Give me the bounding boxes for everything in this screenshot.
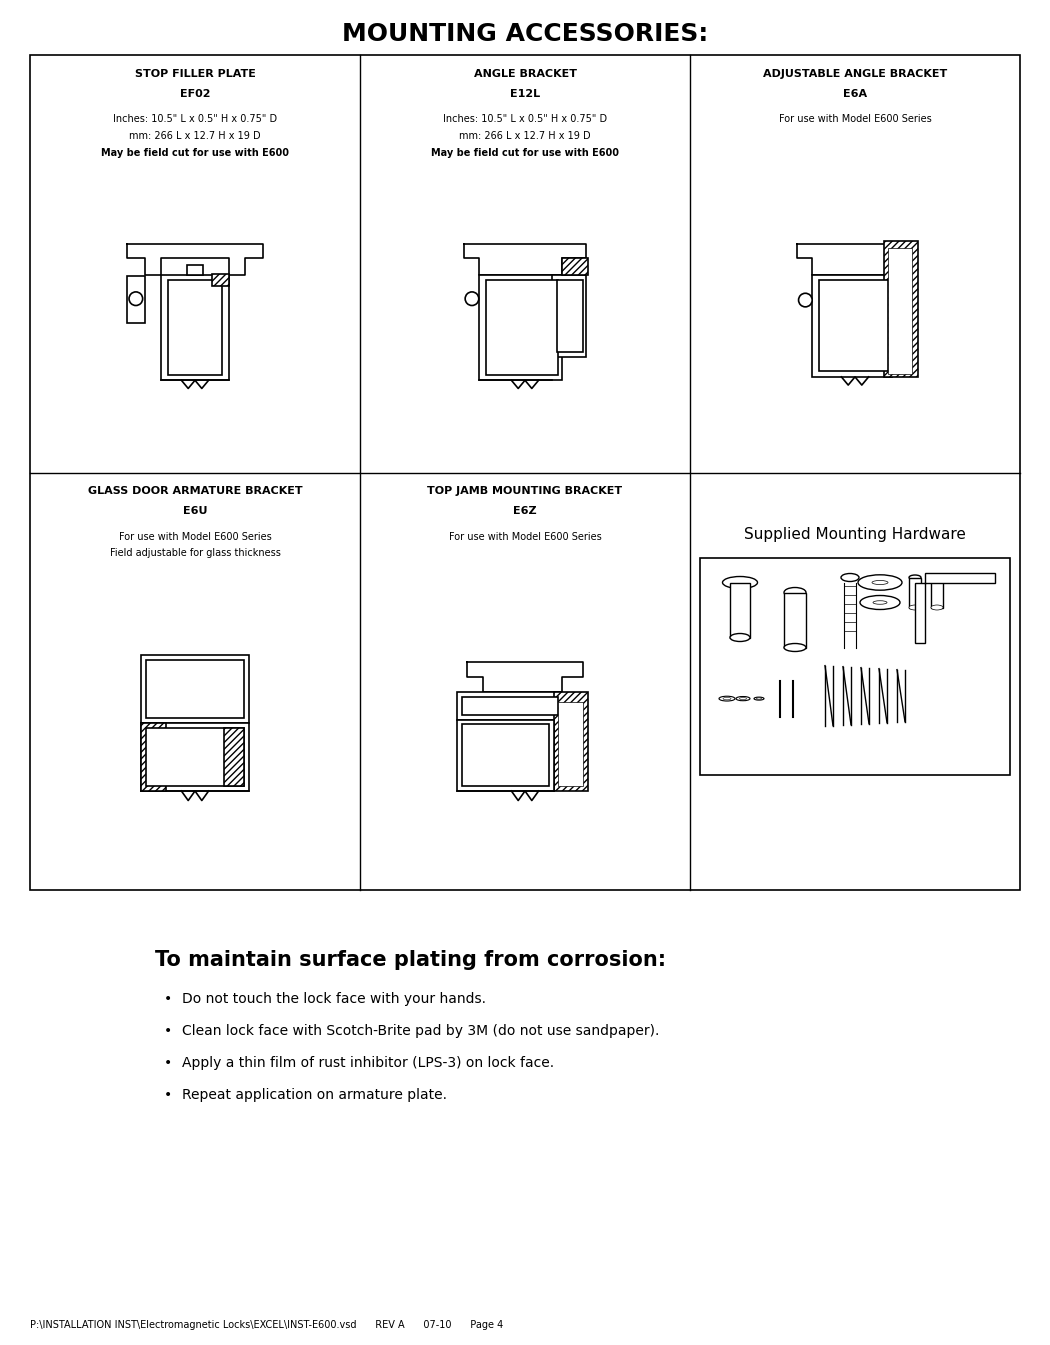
Ellipse shape — [723, 698, 731, 699]
Bar — [485, 280, 559, 375]
Bar — [462, 697, 558, 714]
Ellipse shape — [722, 577, 757, 589]
Text: TOP JAMB MOUNTING BRACKET: TOP JAMB MOUNTING BRACKET — [427, 487, 623, 496]
Bar — [187, 265, 203, 274]
Text: May be field cut for use with E600: May be field cut for use with E600 — [101, 148, 289, 157]
Bar — [559, 702, 583, 787]
Bar — [146, 660, 244, 718]
Bar — [552, 274, 586, 356]
Text: Supplied Mounting Hardware: Supplied Mounting Hardware — [744, 527, 966, 542]
Text: STOP FILLER PLATE: STOP FILLER PLATE — [134, 69, 255, 79]
Bar — [141, 724, 167, 791]
Text: To maintain surface plating from corrosion:: To maintain surface plating from corrosi… — [155, 950, 666, 970]
Bar — [812, 274, 892, 377]
Ellipse shape — [784, 588, 806, 597]
Text: Do not touch the lock face with your hands.: Do not touch the lock face with your han… — [182, 993, 486, 1006]
Bar — [784, 593, 806, 647]
Polygon shape — [915, 573, 995, 643]
Bar — [457, 720, 553, 791]
Bar — [141, 655, 250, 724]
Bar — [730, 582, 750, 638]
Ellipse shape — [909, 605, 921, 611]
Ellipse shape — [754, 697, 764, 701]
Ellipse shape — [931, 576, 943, 580]
Ellipse shape — [931, 605, 943, 611]
Text: ANGLE BRACKET: ANGLE BRACKET — [474, 69, 576, 79]
Text: MOUNTING ACCESSORIES:: MOUNTING ACCESSORIES: — [342, 22, 708, 46]
Text: For use with Model E600 Series: For use with Model E600 Series — [119, 531, 271, 542]
Bar — [457, 693, 563, 720]
Text: Inches: 10.5" L x 0.5" H x 0.75" D: Inches: 10.5" L x 0.5" H x 0.75" D — [443, 114, 607, 124]
Ellipse shape — [739, 698, 747, 699]
Bar — [168, 280, 223, 375]
Text: •: • — [164, 1056, 172, 1071]
Bar — [161, 274, 229, 381]
Ellipse shape — [873, 601, 887, 604]
Ellipse shape — [719, 697, 735, 701]
Text: E6U: E6U — [183, 507, 207, 516]
Circle shape — [465, 292, 479, 305]
Text: Inches: 10.5" L x 0.5" H x 0.75" D: Inches: 10.5" L x 0.5" H x 0.75" D — [113, 114, 277, 124]
Bar — [700, 557, 1010, 775]
Ellipse shape — [909, 576, 921, 580]
Bar — [909, 577, 921, 608]
Text: •: • — [164, 1088, 172, 1102]
Bar — [141, 724, 250, 791]
Ellipse shape — [841, 573, 859, 581]
Bar — [563, 258, 588, 274]
Ellipse shape — [784, 643, 806, 651]
Text: P:\INSTALLATION INST\Electromagnetic Locks\EXCEL\INST-E600.vsd      REV A      0: P:\INSTALLATION INST\Electromagnetic Loc… — [30, 1319, 503, 1330]
Text: •: • — [164, 1024, 172, 1038]
Circle shape — [799, 293, 812, 307]
Bar — [30, 55, 1020, 890]
Text: Repeat application on armature plate.: Repeat application on armature plate. — [182, 1088, 447, 1102]
Text: E6Z: E6Z — [513, 507, 537, 516]
Text: E12L: E12L — [510, 89, 540, 100]
Text: E6A: E6A — [843, 89, 867, 100]
Circle shape — [129, 292, 143, 305]
Ellipse shape — [730, 633, 750, 642]
Text: May be field cut for use with E600: May be field cut for use with E600 — [430, 148, 620, 157]
Ellipse shape — [860, 596, 900, 609]
Text: For use with Model E600 Series: For use with Model E600 Series — [448, 531, 602, 542]
Bar — [146, 729, 244, 785]
Bar — [931, 577, 943, 608]
Bar — [479, 274, 563, 381]
Text: GLASS DOOR ARMATURE BRACKET: GLASS DOOR ARMATURE BRACKET — [88, 487, 302, 496]
Ellipse shape — [872, 581, 888, 585]
Bar — [553, 693, 588, 791]
Text: Apply a thin film of rust inhibitor (LPS-3) on lock face.: Apply a thin film of rust inhibitor (LPS… — [182, 1056, 554, 1071]
Bar — [127, 276, 145, 323]
Text: EF02: EF02 — [180, 89, 210, 100]
Text: Clean lock face with Scotch-Brite pad by 3M (do not use sandpaper).: Clean lock face with Scotch-Brite pad by… — [182, 1024, 659, 1038]
Ellipse shape — [756, 698, 761, 699]
Bar — [462, 725, 549, 787]
Ellipse shape — [858, 574, 902, 590]
Text: •: • — [164, 993, 172, 1006]
Text: For use with Model E600 Series: For use with Model E600 Series — [779, 114, 931, 124]
Text: mm: 266 L x 12.7 H x 19 D: mm: 266 L x 12.7 H x 19 D — [459, 130, 591, 141]
Bar — [212, 274, 229, 286]
Bar — [888, 247, 912, 374]
Text: ADJUSTABLE ANGLE BRACKET: ADJUSTABLE ANGLE BRACKET — [763, 69, 947, 79]
Bar — [224, 729, 244, 785]
Text: Field adjustable for glass thickness: Field adjustable for glass thickness — [109, 549, 280, 558]
Bar — [556, 280, 583, 352]
Text: mm: 266 L x 12.7 H x 19 D: mm: 266 L x 12.7 H x 19 D — [129, 130, 260, 141]
Bar — [883, 241, 918, 377]
Bar — [819, 280, 888, 371]
Ellipse shape — [736, 697, 750, 701]
